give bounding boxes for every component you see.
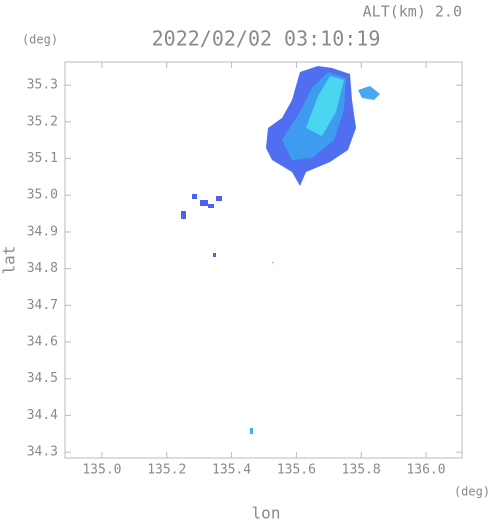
radar-echo <box>181 66 380 434</box>
altitude-label: ALT(km) 2.0 <box>363 3 462 21</box>
x-tick-label: 135.6 <box>277 463 316 478</box>
y-axis-label: lat <box>0 246 19 275</box>
x-tick-label: 135.4 <box>212 463 251 478</box>
y-tick-label: 34.5 <box>27 371 58 386</box>
y-tick-label: 34.6 <box>27 335 58 350</box>
chart-title: 2022/02/02 03:10:19 <box>152 27 381 51</box>
y-tick-label: 34.4 <box>27 408 58 423</box>
x-tick-label: 135.8 <box>342 463 381 478</box>
x-unit: (deg) <box>454 485 490 499</box>
y-unit: (deg) <box>22 33 58 47</box>
y-tick-label: 35.2 <box>27 114 58 129</box>
plot-frame <box>64 61 463 459</box>
x-axis-label: lon <box>252 504 281 521</box>
y-tick-label: 35.3 <box>27 78 58 93</box>
y-tick-label: 34.9 <box>27 224 58 239</box>
x-tick-label: 135.0 <box>82 463 121 478</box>
x-tick-label: 136.0 <box>406 463 445 478</box>
y-tick-label: 34.3 <box>27 445 58 460</box>
y-tick-label: 34.8 <box>27 261 58 276</box>
y-tick-label: 35.1 <box>27 151 58 166</box>
x-tick-label: 135.2 <box>147 463 186 478</box>
y-tick-label: 35.0 <box>27 188 58 203</box>
y-tick-label: 34.7 <box>27 298 58 313</box>
